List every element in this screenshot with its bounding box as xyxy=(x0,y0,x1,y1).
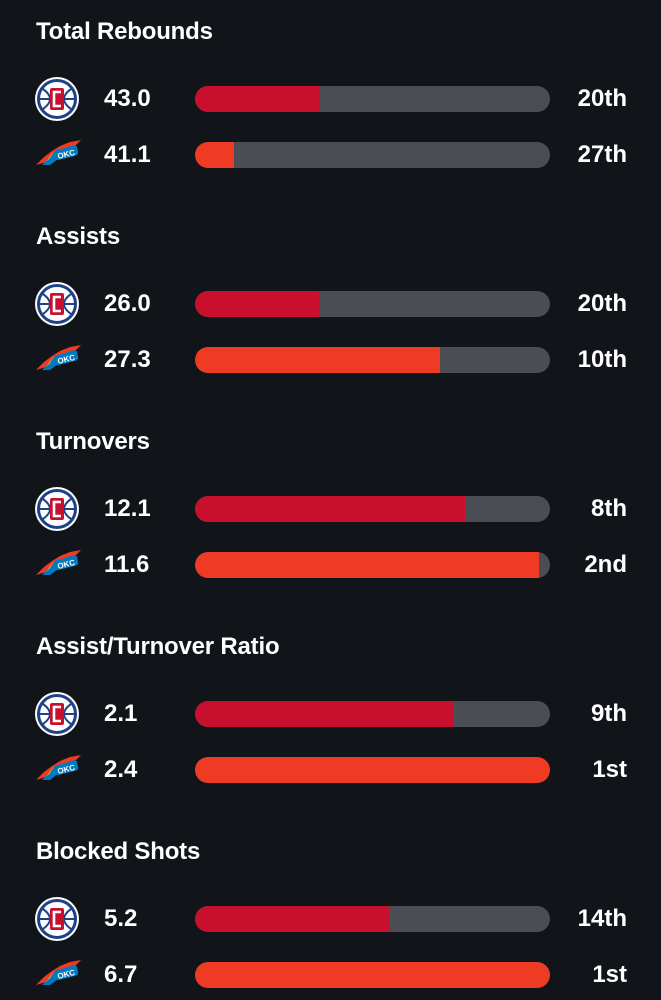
stat-value: 5.2 xyxy=(104,905,138,932)
rank-bar-fill xyxy=(195,701,455,727)
stat-title: Assists xyxy=(36,223,120,250)
stat-value: 41.1 xyxy=(104,141,151,168)
rank-bar-track xyxy=(195,291,550,317)
stat-value: 26.0 xyxy=(104,290,151,317)
league-rank: 10th xyxy=(577,346,627,373)
stat-title: Turnovers xyxy=(36,428,150,455)
rank-bar-track xyxy=(195,142,550,168)
league-rank: 20th xyxy=(577,290,627,317)
league-rank: 8th xyxy=(591,495,627,522)
clippers-logo-icon xyxy=(34,282,84,326)
thunder-logo-icon: OKC xyxy=(34,135,84,175)
league-rank: 9th xyxy=(591,700,627,727)
svg-text:OKC: OKC xyxy=(57,558,77,571)
rank-bar-fill xyxy=(195,757,550,783)
rank-bar-track xyxy=(195,347,550,373)
svg-text:OKC: OKC xyxy=(57,148,77,161)
svg-text:OKC: OKC xyxy=(57,763,77,776)
rank-bar-fill xyxy=(195,552,540,578)
team-stat-row: OKC 6.7 1st xyxy=(0,955,661,995)
team-stat-row: OKC 41.1 27th xyxy=(0,135,661,175)
stat-value: 2.4 xyxy=(104,756,138,783)
clippers-logo-icon xyxy=(34,487,84,531)
team-stat-row: 2.1 9th xyxy=(0,692,661,736)
stat-value: 43.0 xyxy=(104,85,151,112)
team-stat-row: OKC 11.6 2nd xyxy=(0,545,661,585)
clippers-logo-icon xyxy=(34,897,84,941)
stat-value: 6.7 xyxy=(104,961,138,988)
league-rank: 1st xyxy=(592,756,627,783)
league-rank: 1st xyxy=(592,961,627,988)
team-stat-row: 43.0 20th xyxy=(0,77,661,121)
thunder-logo-icon: OKC xyxy=(34,545,84,585)
clippers-logo-icon xyxy=(34,77,84,121)
league-rank: 20th xyxy=(577,85,627,112)
stat-title: Assist/Turnover Ratio xyxy=(36,633,280,660)
clippers-logo-icon xyxy=(34,692,84,736)
thunder-logo-icon: OKC xyxy=(34,955,84,995)
svg-text:OKC: OKC xyxy=(57,353,77,366)
stat-value: 11.6 xyxy=(104,551,150,578)
league-rank: 27th xyxy=(577,141,627,168)
stat-title: Blocked Shots xyxy=(36,838,201,865)
rank-bar-fill xyxy=(195,291,320,317)
rank-bar-track xyxy=(195,86,550,112)
team-stat-row: 26.0 20th xyxy=(0,282,661,326)
rank-bar-fill xyxy=(195,496,465,522)
stat-value: 12.1 xyxy=(104,495,151,522)
stat-title: Total Rebounds xyxy=(36,18,213,45)
rank-bar-track xyxy=(195,701,550,727)
thunder-logo-icon: OKC xyxy=(34,750,84,790)
team-stat-row: OKC 2.4 1st xyxy=(0,750,661,790)
league-rank: 14th xyxy=(577,905,627,932)
stat-value: 2.1 xyxy=(104,700,138,727)
rank-bar-track xyxy=(195,757,550,783)
rank-bar-fill xyxy=(195,142,235,168)
rank-bar-track xyxy=(195,962,550,988)
rank-bar-fill xyxy=(195,347,440,373)
rank-bar-fill xyxy=(195,86,320,112)
team-stat-row: OKC 27.3 10th xyxy=(0,340,661,380)
team-stat-row: 5.2 14th xyxy=(0,897,661,941)
stat-value: 27.3 xyxy=(104,346,151,373)
rank-bar-fill xyxy=(195,962,550,988)
rank-bar-track xyxy=(195,552,550,578)
svg-text:OKC: OKC xyxy=(57,968,77,981)
rank-bar-track xyxy=(195,496,550,522)
league-rank: 2nd xyxy=(584,551,627,578)
rank-bar-fill xyxy=(195,906,391,932)
rank-bar-track xyxy=(195,906,550,932)
team-stat-row: 12.1 8th xyxy=(0,487,661,531)
thunder-logo-icon: OKC xyxy=(34,340,84,380)
